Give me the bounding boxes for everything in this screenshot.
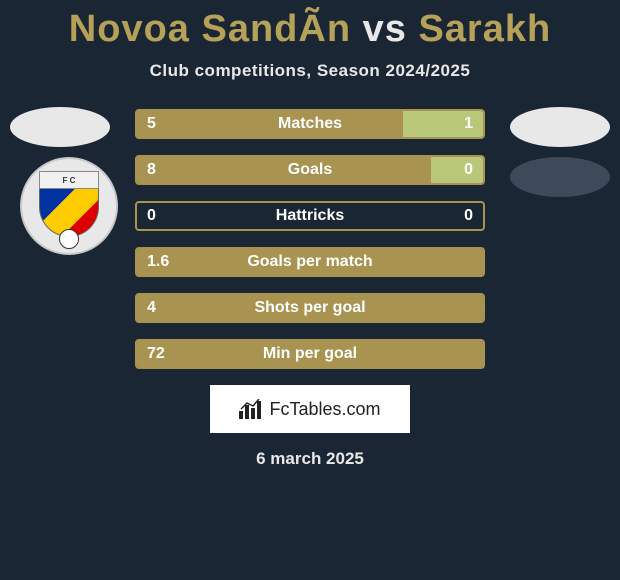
watermark-text: FcTables.com [269, 399, 380, 420]
bar-value-left: 8 [147, 161, 156, 179]
bar-value-left: 0 [147, 207, 156, 225]
bar-row: 0 0 Hattricks [135, 201, 485, 231]
crest-ball-icon [59, 229, 79, 249]
bar-value-left: 5 [147, 115, 156, 133]
bar-value-right: 0 [464, 161, 473, 179]
badge-right-2 [510, 157, 610, 197]
badge-right-1 [510, 107, 610, 147]
chart-icon [239, 399, 263, 419]
bar-label: Min per goal [263, 345, 357, 363]
bar-value-right: 0 [464, 207, 473, 225]
page-title: Novoa SandÃn vs Sarakh [0, 0, 620, 51]
badge-left [10, 107, 110, 147]
title-vs: vs [363, 8, 407, 50]
title-player1: Novoa SandÃn [69, 8, 351, 50]
crest-text: F C [63, 176, 76, 185]
bar-fill-right [431, 157, 483, 183]
title-player2: Sarakh [418, 8, 551, 50]
bars-container: 5 1 Matches 8 0 Goals 0 0 Hattricks 1.6 Goals per … [135, 109, 485, 369]
bar-label: Shots per goal [254, 299, 365, 317]
bar-fill-left [137, 157, 431, 183]
bar-label: Goals per match [247, 253, 372, 271]
watermark: FcTables.com [210, 385, 410, 433]
bar-row: 5 1 Matches [135, 109, 485, 139]
date-text: 6 march 2025 [0, 449, 620, 469]
bar-fill-left [137, 111, 403, 137]
bar-row: 4 Shots per goal [135, 293, 485, 323]
bar-value-left: 72 [147, 345, 165, 363]
subtitle: Club competitions, Season 2024/2025 [0, 61, 620, 81]
crest-banner: F C [39, 171, 99, 189]
bar-row: 8 0 Goals [135, 155, 485, 185]
bar-label: Hattricks [276, 207, 344, 225]
bar-row: 1.6 Goals per match [135, 247, 485, 277]
comparison-chart: F C 5 1 Matches 8 0 Goals 0 0 Hattricks 1.6 Goals … [0, 109, 620, 369]
bar-label: Goals [288, 161, 332, 179]
bar-value-left: 4 [147, 299, 156, 317]
bar-value-left: 1.6 [147, 253, 169, 271]
bar-value-right: 1 [464, 115, 473, 133]
bar-row: 72 Min per goal [135, 339, 485, 369]
club-crest: F C [20, 157, 118, 255]
bar-label: Matches [278, 115, 342, 133]
